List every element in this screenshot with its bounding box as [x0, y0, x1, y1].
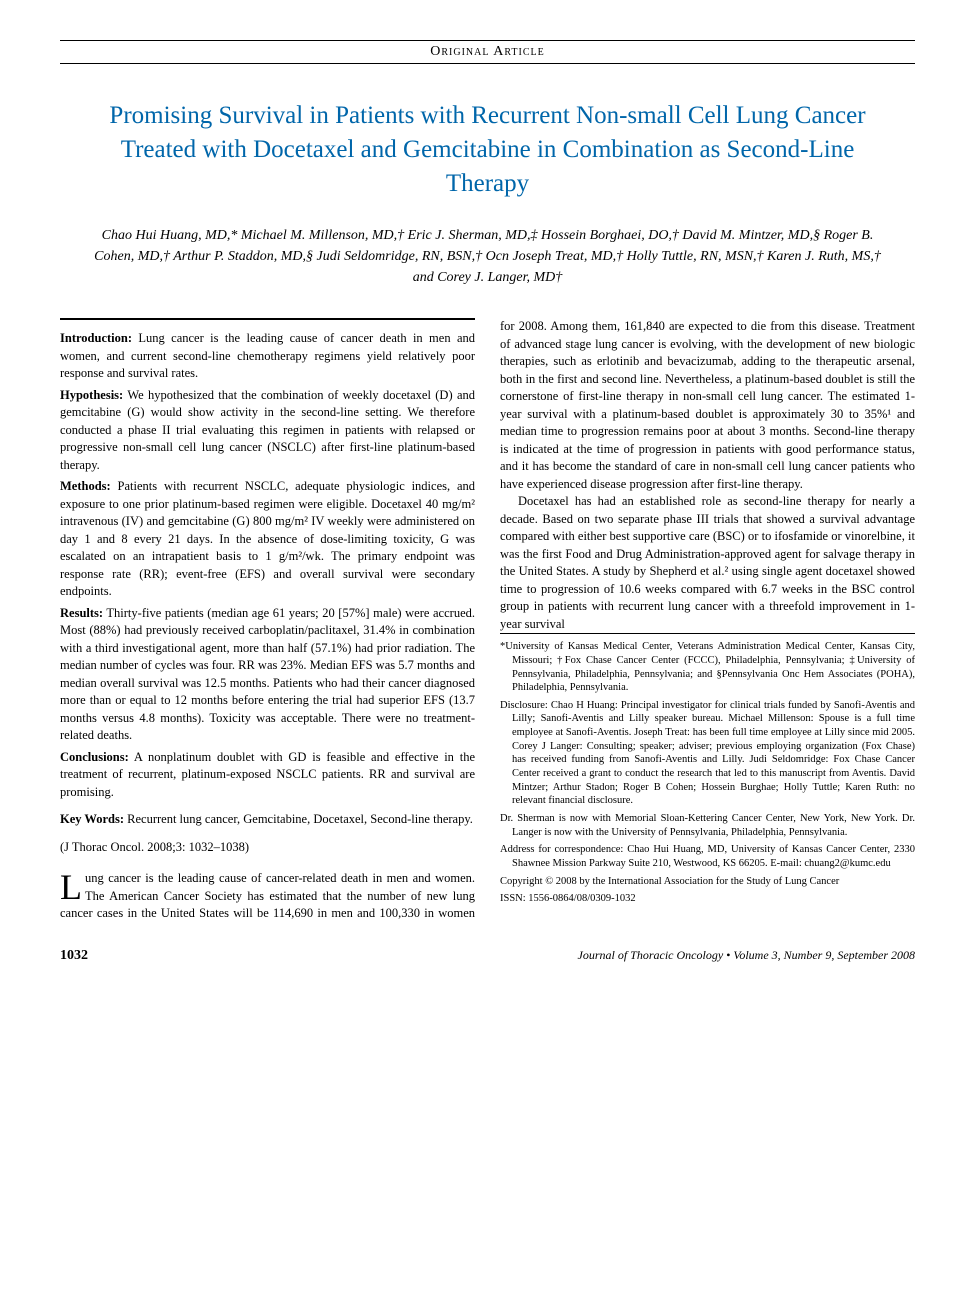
page-number: 1032 [60, 948, 88, 964]
abstract-hypothesis: Hypothesis: We hypothesized that the com… [60, 387, 475, 475]
abstract-conclusions: Conclusions: A nonplatinum doublet with … [60, 749, 475, 802]
conclusions-label: Conclusions: [60, 750, 129, 764]
dropcap-letter: L [60, 870, 85, 902]
abstract-methods: Methods: Patients with recurrent NSCLC, … [60, 478, 475, 601]
affiliation-issn: ISSN: 1556-0864/08/0309-1032 [500, 892, 915, 906]
two-column-content: Introduction: Lung cancer is the leading… [60, 318, 915, 923]
abstract-block: Introduction: Lung cancer is the leading… [60, 318, 475, 856]
abstract-citation: (J Thorac Oncol. 2008;3: 1032–1038) [60, 839, 475, 857]
article-title: Promising Survival in Patients with Recu… [80, 99, 895, 200]
article-type-label: Original Article [60, 40, 915, 64]
abstract-results: Results: Thirty-five patients (median ag… [60, 605, 475, 745]
authors-list: Chao Hui Huang, MD,* Michael M. Millenso… [90, 225, 885, 288]
keywords-text: Recurrent lung cancer, Gemcitabine, Doce… [124, 812, 473, 826]
body-paragraph-2: Docetaxel has had an established role as… [500, 493, 915, 633]
hypothesis-text: We hypothesized that the combination of … [60, 388, 475, 472]
hypothesis-label: Hypothesis: [60, 388, 123, 402]
page-footer: 1032 Journal of Thoracic Oncology • Volu… [60, 948, 915, 964]
affiliation-institutions: *University of Kansas Medical Center, Ve… [500, 640, 915, 695]
affiliation-copyright: Copyright © 2008 by the International As… [500, 875, 915, 889]
methods-label: Methods: [60, 479, 111, 493]
journal-reference: Journal of Thoracic Oncology • Volume 3,… [578, 948, 916, 963]
keywords-line: Key Words: Recurrent lung cancer, Gemcit… [60, 811, 475, 829]
keywords-label: Key Words: [60, 812, 124, 826]
methods-text: Patients with recurrent NSCLC, adequate … [60, 479, 475, 598]
article-type-header: Original Article [60, 40, 915, 64]
affiliation-current: Dr. Sherman is now with Memorial Sloan-K… [500, 812, 915, 839]
results-label: Results: [60, 606, 103, 620]
affiliation-correspondence: Address for correspondence: Chao Hui Hua… [500, 843, 915, 870]
abstract-introduction: Introduction: Lung cancer is the leading… [60, 330, 475, 383]
results-text: Thirty-five patients (median age 61 year… [60, 606, 475, 743]
affiliations-block: *University of Kansas Medical Center, Ve… [500, 633, 915, 906]
affiliation-disclosure: Disclosure: Chao H Huang: Principal inve… [500, 699, 915, 808]
introduction-label: Introduction: [60, 331, 132, 345]
